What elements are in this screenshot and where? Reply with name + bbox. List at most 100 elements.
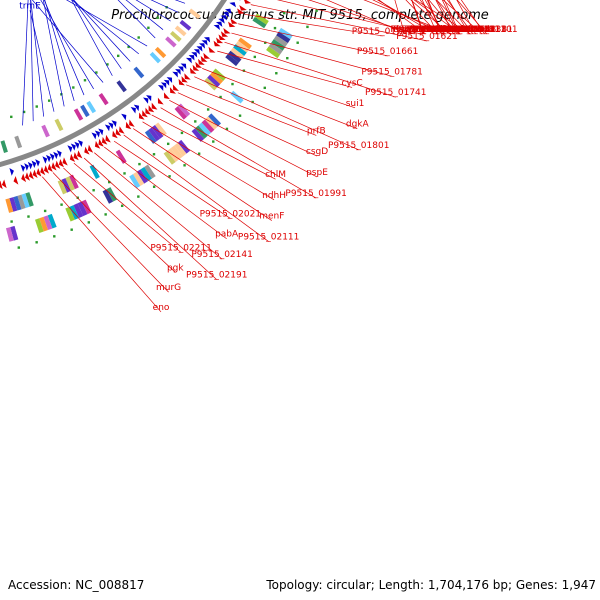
forward-gene-label: P9515_01351 <box>430 25 491 35</box>
cog-category-block <box>65 206 75 222</box>
forward-gene-arrow <box>203 52 211 59</box>
forward-gene-arrow <box>184 73 191 80</box>
forward-gene-label-leader-line <box>142 121 275 201</box>
cog-category-block <box>170 145 183 160</box>
forward-gene-label-leader-line <box>104 146 227 240</box>
forward-gene-label-leader-line <box>378 0 427 35</box>
forward-gene-label-leader-line <box>363 0 453 35</box>
forward-gene-arrow <box>151 102 158 110</box>
forward-gene-label-leader-line <box>83 157 217 280</box>
inner-category-block <box>80 104 90 118</box>
forward-gene-label: citT <box>433 25 450 35</box>
ring-marker <box>152 185 156 188</box>
ring-marker <box>168 175 171 178</box>
cog-category-block <box>271 39 286 51</box>
forward-gene-arrow <box>218 34 226 41</box>
ring-marker <box>242 69 246 72</box>
forward-gene-label: P9515_01051 <box>423 25 484 35</box>
reverse-gene-arrow <box>9 168 14 176</box>
cog-category-block <box>69 174 79 190</box>
ring-marker <box>35 241 38 244</box>
reverse-gene-label-leader-line <box>117 0 156 39</box>
forward-gene-arrow <box>148 105 155 113</box>
forward-gene-arrow <box>228 21 236 28</box>
ring-marker <box>95 71 98 74</box>
forward-gene-arrow <box>13 176 19 185</box>
ring-marker <box>137 36 140 39</box>
forward-gene-arrow <box>1 179 7 189</box>
cog-category-block <box>102 189 114 204</box>
forward-gene-label: aroK <box>463 25 485 35</box>
ring-marker <box>273 26 277 30</box>
forward-gene-label-leader-line <box>250 4 428 42</box>
ring-marker <box>47 99 51 102</box>
forward-gene-label: P9515_01331 <box>428 25 489 35</box>
reverse-gene-arrow <box>111 120 117 128</box>
forward-gene-label-leader-line <box>308 0 415 35</box>
forward-gene-label-leader-line <box>276 0 422 35</box>
forward-gene-label: dgkA <box>346 120 370 130</box>
ring-marker <box>225 127 229 131</box>
ring-marker <box>106 63 109 66</box>
forward-gene-label-leader-line <box>376 0 436 35</box>
topology-text: Topology: circular; Length: 1,704,176 bp… <box>266 578 596 592</box>
ring-marker <box>180 131 184 135</box>
ring-marker <box>87 221 91 224</box>
forward-gene-label: cysC <box>341 78 362 88</box>
forward-gene-label-leader-line <box>456 0 488 35</box>
forward-gene-label-leader-line <box>415 0 471 35</box>
forward-gene-label: pspE <box>306 168 328 178</box>
forward-gene-label-leader-line <box>160 107 317 199</box>
forward-gene-arrow <box>28 170 34 180</box>
cog-category-block <box>268 42 283 55</box>
forward-gene-label: P9515_01761 <box>352 27 413 37</box>
forward-gene-label: P9515_01301 <box>456 25 517 35</box>
forward-gene-label-leader-line <box>169 99 318 178</box>
reverse-gene-label-leader-line <box>43 0 85 96</box>
ring-marker <box>72 86 75 89</box>
forward-gene-label-leader-line <box>42 176 162 313</box>
cog-category-block <box>9 197 18 212</box>
forward-gene-arrow <box>25 172 30 181</box>
ring-marker <box>156 16 159 19</box>
forward-gene-arrow <box>62 157 68 166</box>
reverse-gene-label-leader-line <box>42 0 65 107</box>
forward-gene-label: sui1 <box>346 99 365 109</box>
ring-marker <box>127 45 130 49</box>
forward-gene-arrow <box>157 97 164 105</box>
forward-gene-arrow <box>142 110 148 118</box>
forward-gene-label-leader-line <box>231 32 393 77</box>
forward-gene-arrow <box>32 169 38 179</box>
ring-marker <box>10 220 13 223</box>
cog-category-block <box>163 150 176 165</box>
forward-gene-arrow <box>98 138 104 147</box>
forward-gene-arrow <box>101 136 108 145</box>
cog-category-block <box>227 50 242 63</box>
forward-gene-arrow <box>172 84 179 91</box>
reverse-gene-arrow <box>177 66 184 72</box>
reverse-gene-arrow <box>220 15 228 21</box>
forward-gene-arrow <box>87 144 94 153</box>
ring-marker <box>60 203 63 206</box>
forward-gene-label: P9515_01601 <box>404 25 465 35</box>
forward-gene-label-leader-line <box>133 128 272 221</box>
forward-gene-arrow <box>239 5 247 11</box>
forward-gene-label-leader-line <box>405 0 439 35</box>
forward-gene-arrow <box>51 162 57 171</box>
cog-category-block <box>140 166 152 182</box>
ring-marker <box>27 215 30 218</box>
forward-gene-label-leader-line <box>436 0 471 35</box>
forward-gene-label: csgD <box>306 147 328 157</box>
forward-gene-label-leader-line <box>52 172 169 293</box>
ring-marker <box>296 41 299 44</box>
forward-gene-label: P9515_02211 <box>150 244 211 254</box>
cog-category-block <box>43 215 53 231</box>
cog-category-block <box>230 90 244 104</box>
forward-gene-arrow <box>112 130 118 139</box>
reverse-gene-arrow <box>20 164 26 173</box>
ring-marker <box>166 142 170 146</box>
forward-gene-arrow <box>216 37 224 44</box>
ring-marker <box>263 86 266 90</box>
forward-gene-label-leader-line <box>419 0 445 35</box>
reverse-gene-arrow <box>143 97 149 104</box>
